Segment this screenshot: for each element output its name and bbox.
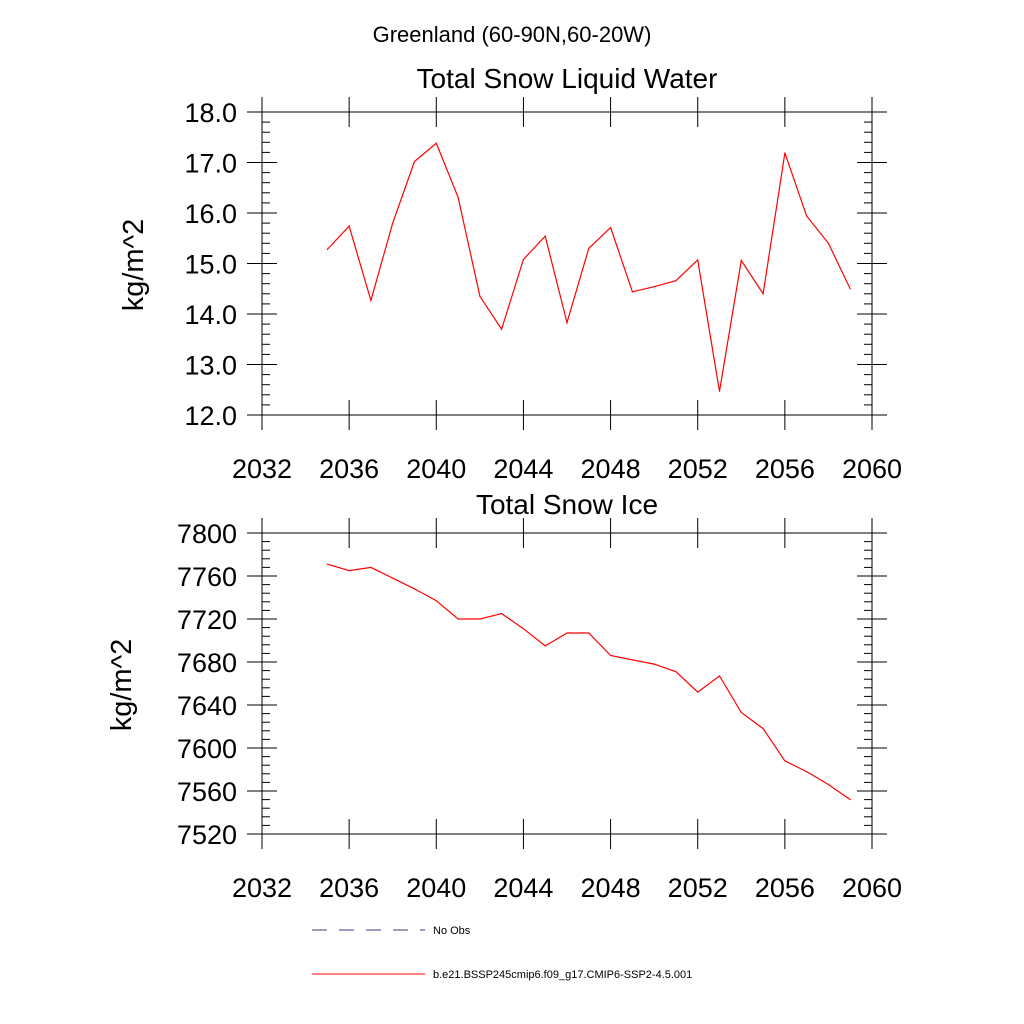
- data-point: [610, 227, 612, 229]
- data-point: [392, 577, 394, 579]
- data-point: [348, 225, 350, 227]
- y-tick-label: 7520: [177, 820, 237, 850]
- data-point: [827, 242, 830, 244]
- data-point: [566, 632, 568, 634]
- y-axis-title: kg/m^2: [106, 639, 138, 732]
- x-tick-label: 2056: [755, 454, 815, 484]
- x-tick-label: 2040: [406, 454, 466, 484]
- x-tick-label: 2060: [842, 873, 902, 903]
- data-point: [762, 293, 764, 295]
- plot-frame: [261, 532, 873, 835]
- data-point: [370, 566, 372, 569]
- data-point: [740, 711, 742, 714]
- x-tick-label: 2032: [232, 454, 292, 484]
- y-tick-label: 18.0: [184, 98, 237, 128]
- y-tick-label: 7720: [177, 605, 237, 635]
- y-tick-label: 7680: [177, 648, 237, 678]
- data-point: [457, 196, 459, 198]
- data-point: [631, 659, 634, 661]
- data-point: [806, 215, 808, 217]
- y-tick-label: 7560: [177, 777, 237, 807]
- x-tick-label: 2040: [406, 873, 466, 903]
- x-tick-label: 2044: [493, 873, 553, 903]
- figure-title: Greenland (60-90N,60-20W): [373, 22, 652, 47]
- data-point: [849, 288, 851, 290]
- y-tick-label: 12.0: [184, 401, 237, 431]
- data-point: [370, 299, 372, 301]
- x-tick-label: 2032: [232, 873, 292, 903]
- x-tick-label: 2044: [493, 454, 553, 484]
- legend-label-model: b.e21.BSSP245cmip6.f09_g17.CMIP6-SSP2-4.…: [433, 969, 692, 981]
- y-tick-label: 15.0: [184, 250, 237, 280]
- y-tick-label: 14.0: [184, 300, 237, 330]
- data-point: [718, 675, 721, 677]
- x-tick-label: 2060: [842, 454, 902, 484]
- data-point: [784, 760, 786, 762]
- data-point: [849, 799, 851, 801]
- x-tick-label: 2048: [581, 454, 641, 484]
- data-point: [479, 295, 481, 297]
- data-point: [544, 235, 546, 237]
- data-point: [588, 247, 590, 249]
- data-point: [827, 783, 830, 786]
- x-tick-label: 2036: [319, 873, 379, 903]
- data-point: [566, 322, 568, 324]
- series-line: [326, 142, 851, 392]
- data-point: [697, 259, 699, 261]
- x-tick-label: 2052: [668, 454, 728, 484]
- data-point: [326, 563, 328, 565]
- data-point: [675, 280, 677, 282]
- panel-title: Total Snow Liquid Water: [417, 63, 718, 94]
- data-point: [457, 618, 459, 620]
- data-point: [806, 771, 808, 773]
- x-tick-label: 2036: [319, 454, 379, 484]
- y-tick-label: 7800: [177, 519, 237, 549]
- y-tick-label: 17.0: [184, 149, 237, 179]
- data-point: [697, 691, 699, 693]
- series-line: [327, 563, 851, 801]
- data-point: [610, 654, 612, 657]
- data-point: [413, 160, 416, 163]
- x-tick-label: 2048: [581, 873, 641, 903]
- data-point: [740, 259, 742, 262]
- data-point: [653, 286, 655, 288]
- y-tick-label: 7760: [177, 562, 237, 592]
- data-point: [348, 570, 350, 572]
- data-point: [631, 291, 634, 293]
- chart-panel-snow-liquid-water: 2032 2036 2040 2044 2048 2052 2056 2060 12.0 13.0…: [118, 63, 902, 484]
- data-point: [501, 328, 503, 330]
- y-axis-title: kg/m^2: [118, 219, 150, 312]
- chart-panel-snow-ice: 2032 2036 2040 2044 2048 2052 2056 2060 7520 7560…: [106, 489, 902, 903]
- data-point: [588, 632, 590, 634]
- data-point: [435, 142, 437, 144]
- data-point: [762, 728, 764, 730]
- data-point: [653, 663, 655, 665]
- data-point: [544, 645, 546, 647]
- data-point: [479, 618, 481, 620]
- data-point: [675, 671, 677, 673]
- data-point: [522, 258, 525, 261]
- data-point: [326, 248, 328, 250]
- panel-title: Total Snow Ice: [476, 489, 658, 520]
- y-tick-label: 7600: [177, 734, 237, 764]
- data-point: [522, 628, 525, 630]
- x-tick-label: 2056: [755, 873, 815, 903]
- y-tick-label: 13.0: [184, 351, 237, 381]
- legend-label-no-obs: No Obs: [433, 925, 471, 937]
- data-point: [435, 600, 437, 602]
- data-point: [392, 222, 394, 224]
- plot-frame: [261, 111, 873, 416]
- y-tick-label: 16.0: [184, 199, 237, 229]
- data-point: [501, 613, 503, 615]
- y-tick-label: 7640: [177, 691, 237, 721]
- data-point: [784, 152, 786, 154]
- data-point: [413, 588, 416, 590]
- data-point: [718, 390, 721, 392]
- x-tick-label: 2052: [668, 873, 728, 903]
- legend: No Obs b.e21.BSSP245cmip6.f09_g17.CMIP6-…: [312, 925, 692, 981]
